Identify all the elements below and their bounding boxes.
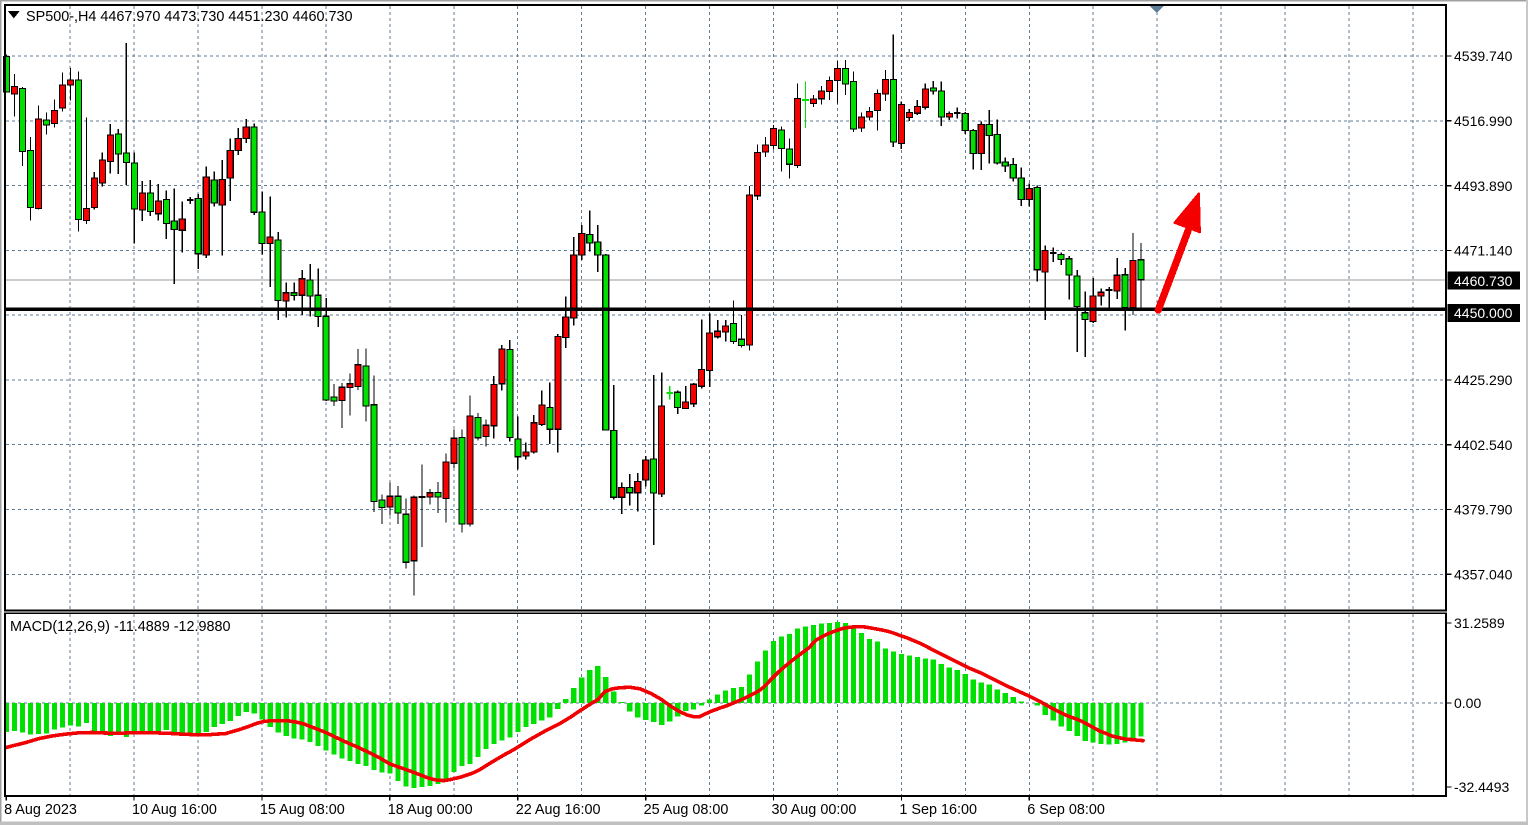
svg-text:6 Sep 08:00: 6 Sep 08:00	[1027, 802, 1105, 818]
svg-text:25 Aug 08:00: 25 Aug 08:00	[644, 802, 729, 818]
svg-text:4425.290: 4425.290	[1454, 372, 1513, 388]
svg-text:4516.990: 4516.990	[1454, 113, 1513, 129]
svg-text:SP500-,H4 4467.970 4473.730 4: SP500-,H4 4467.970 4473.730 4451.230 446…	[26, 9, 352, 25]
svg-text:4539.740: 4539.740	[1454, 48, 1513, 64]
svg-text:4379.790: 4379.790	[1454, 502, 1513, 518]
svg-text:10 Aug 16:00: 10 Aug 16:00	[132, 802, 217, 818]
svg-text:30 Aug 00:00: 30 Aug 00:00	[772, 802, 857, 818]
svg-text:8 Aug 2023: 8 Aug 2023	[4, 802, 77, 818]
svg-text:15 Aug 08:00: 15 Aug 08:00	[260, 802, 345, 818]
svg-text:4357.040: 4357.040	[1454, 567, 1513, 583]
svg-text:4450.000: 4450.000	[1454, 305, 1513, 321]
svg-text:4493.890: 4493.890	[1454, 178, 1513, 194]
svg-text:18 Aug 00:00: 18 Aug 00:00	[388, 802, 473, 818]
svg-text:4402.540: 4402.540	[1454, 437, 1513, 453]
svg-text:31.2589: 31.2589	[1454, 615, 1505, 631]
svg-text:-32.4493: -32.4493	[1454, 779, 1509, 795]
svg-text:4460.730: 4460.730	[1454, 273, 1513, 289]
svg-text:MACD(12,26,9) -11.4889 -12.988: MACD(12,26,9) -11.4889 -12.9880	[10, 619, 231, 635]
svg-text:0.00: 0.00	[1454, 695, 1481, 711]
svg-text:22 Aug 16:00: 22 Aug 16:00	[516, 802, 601, 818]
svg-text:1 Sep 16:00: 1 Sep 16:00	[899, 802, 977, 818]
svg-text:4471.140: 4471.140	[1454, 243, 1513, 259]
